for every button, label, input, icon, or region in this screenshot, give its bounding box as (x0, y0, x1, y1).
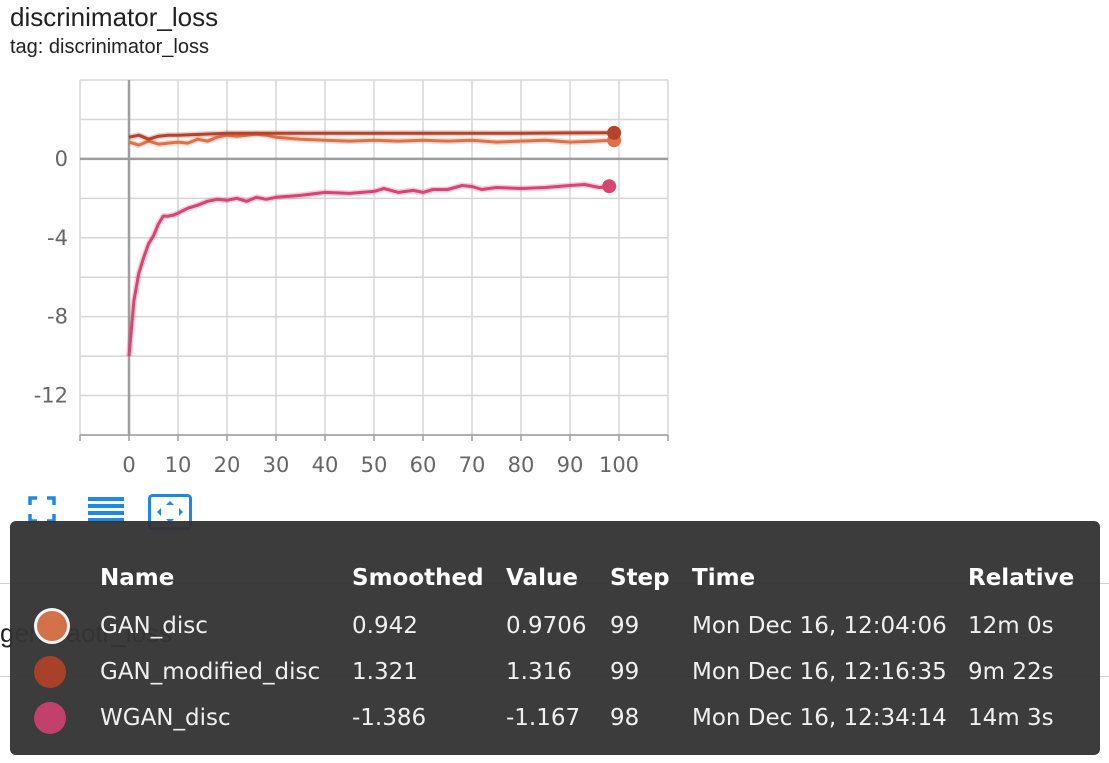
x-tick-label: 30 (263, 453, 290, 477)
x-tick-label: 90 (557, 453, 584, 477)
row-smoothed: -1.386 (352, 705, 427, 731)
fullscreen-icon[interactable] (27, 494, 57, 524)
tooltip-row: GAN_disc 0.942 0.9706 99 Mon Dec 16, 12:… (34, 603, 1088, 649)
series-line (128, 131, 615, 141)
chart-tooltip: Name Smoothed Value Step Time Relative G… (10, 521, 1100, 755)
row-time: Mon Dec 16, 12:34:14 (692, 705, 947, 731)
x-tick-label: 0 (122, 453, 135, 477)
card-title: discrinimator_loss (10, 2, 219, 32)
y-tick-label: -12 (34, 384, 68, 408)
x-tick-label: 20 (214, 453, 241, 477)
header-step: Step (610, 565, 670, 591)
row-value: -1.167 (506, 705, 581, 731)
swatch-cell (34, 649, 100, 695)
row-value: 0.9706 (506, 613, 587, 639)
row-step: 99 (610, 613, 640, 639)
row-time: Mon Dec 16, 12:16:35 (692, 659, 947, 685)
series-color-swatch (34, 702, 66, 734)
tooltip-row: GAN_modified_disc 1.321 1.316 99 Mon Dec… (34, 649, 1088, 695)
y-tick-label: 0 (55, 147, 68, 171)
row-name: WGAN_disc (100, 705, 231, 731)
series-line (128, 132, 615, 147)
x-tick-label: 10 (165, 453, 192, 477)
series-color-swatch (34, 656, 66, 688)
row-step: 98 (610, 705, 640, 731)
header-value: Value (506, 565, 578, 591)
line-chart[interactable]: 0 10 20 30 40 50 60 70 80 90 100 0 -4 -8 -12 (0, 60, 700, 480)
series-endpoint-marker (602, 179, 617, 194)
row-name: GAN_disc (100, 613, 208, 639)
tooltip-row: WGAN_disc -1.386 -1.167 98 Mon Dec 16, 1… (34, 695, 1088, 741)
tooltip-table: Name Smoothed Value Step Time Relative G… (34, 561, 1088, 741)
x-tick-label: 100 (599, 453, 639, 477)
series-endpoint-marker (607, 125, 622, 140)
toggle-log-scale-icon[interactable] (87, 494, 125, 524)
row-step: 99 (610, 659, 640, 685)
row-value: 1.316 (506, 659, 572, 685)
row-time: Mon Dec 16, 12:04:06 (692, 613, 947, 639)
x-tick-label: 70 (459, 453, 486, 477)
x-tick-label: 40 (312, 453, 339, 477)
series-line (127, 183, 610, 357)
series-raw-line (126, 181, 610, 357)
swatch-cell (34, 603, 100, 649)
header-relative: Relative (968, 565, 1075, 591)
series-color-swatch (34, 608, 70, 644)
row-relative: 14m 3s (968, 705, 1054, 731)
row-relative: 9m 22s (968, 659, 1054, 685)
x-tick-label: 50 (361, 453, 388, 477)
x-tick-label: 80 (508, 453, 535, 477)
x-tick-label: 60 (410, 453, 437, 477)
swatch-header (34, 561, 100, 603)
row-name: GAN_modified_disc (100, 659, 321, 685)
header-smoothed: Smoothed (352, 565, 484, 591)
swatch-cell (34, 695, 100, 741)
card-subtitle: tag: discrinimator_loss (10, 36, 209, 58)
tooltip-header-row: Name Smoothed Value Step Time Relative (34, 561, 1088, 603)
y-tick-label: -8 (47, 305, 68, 329)
row-smoothed: 1.321 (352, 659, 418, 685)
header-time: Time (692, 565, 756, 591)
row-smoothed: 0.942 (352, 613, 418, 639)
row-relative: 12m 0s (968, 613, 1054, 639)
header-name: Name (100, 565, 175, 591)
y-tick-label: -4 (47, 226, 68, 250)
